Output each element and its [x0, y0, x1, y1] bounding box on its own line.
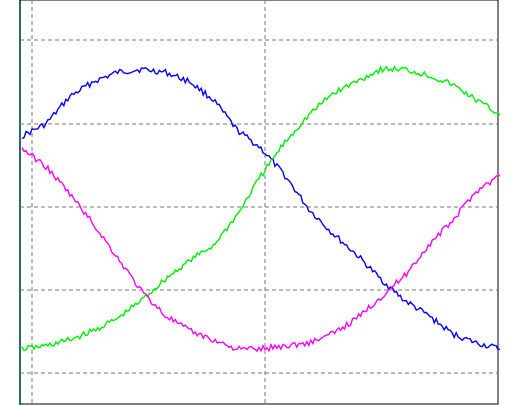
- series-line: [21, 147, 501, 353]
- plot-background: [20, 0, 498, 405]
- plot-frame: [19, 0, 499, 405]
- series-line: [21, 64, 501, 352]
- series-line: [21, 67, 501, 351]
- series-group: [21, 64, 501, 353]
- grid: [20, 0, 498, 404]
